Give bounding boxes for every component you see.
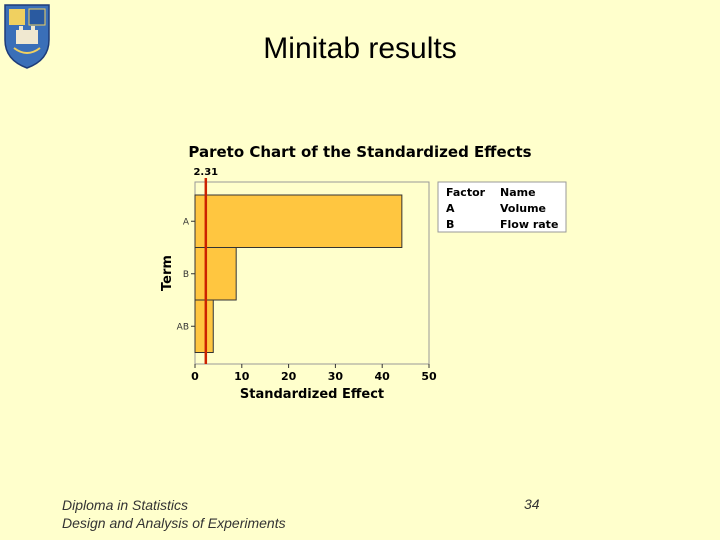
pareto-chart: Pareto Chart of the Standardized Effects… xyxy=(160,143,567,402)
college-crest-logo xyxy=(4,4,50,69)
legend-row-a-factor: A xyxy=(446,202,455,215)
legend: Factor Name A Volume B Flow rate xyxy=(437,181,567,233)
x-tick-label-50: 50 xyxy=(421,370,437,383)
y-tick-label-b: B xyxy=(183,270,189,280)
y-tick-label-ab: AB xyxy=(177,322,189,332)
y-axis-label: Term xyxy=(160,255,175,291)
footer-line-2: Design and Analysis of Experiments xyxy=(62,515,286,531)
reference-line-label: 2.31 xyxy=(193,167,218,178)
bar-a xyxy=(194,194,403,248)
legend-row-a-name: Volume xyxy=(500,202,546,215)
footer-line-1: Diploma in Statistics xyxy=(62,497,189,513)
bar-b xyxy=(194,247,237,301)
footer-course: Diploma in Statistics Design and Analysi… xyxy=(62,496,286,532)
y-tick-label-a: A xyxy=(183,217,190,227)
slide-title: Minitab results xyxy=(263,32,457,65)
x-tick-label-10: 10 xyxy=(234,370,250,383)
legend-header-name: Name xyxy=(500,186,536,199)
x-tick-label-0: 0 xyxy=(191,370,199,383)
x-tick-label-40: 40 xyxy=(375,370,391,383)
legend-row-b-factor: B xyxy=(446,218,454,231)
legend-row-b-name: Flow rate xyxy=(500,218,558,231)
page-number: 34 xyxy=(524,496,540,512)
bar-ab xyxy=(194,299,214,353)
legend-header-factor: Factor xyxy=(446,186,486,199)
x-tick-label-20: 20 xyxy=(281,370,297,383)
x-axis-label: Standardized Effect xyxy=(240,387,384,402)
chart-title: Pareto Chart of the Standardized Effects xyxy=(188,143,531,161)
x-tick-label-30: 30 xyxy=(328,370,344,383)
